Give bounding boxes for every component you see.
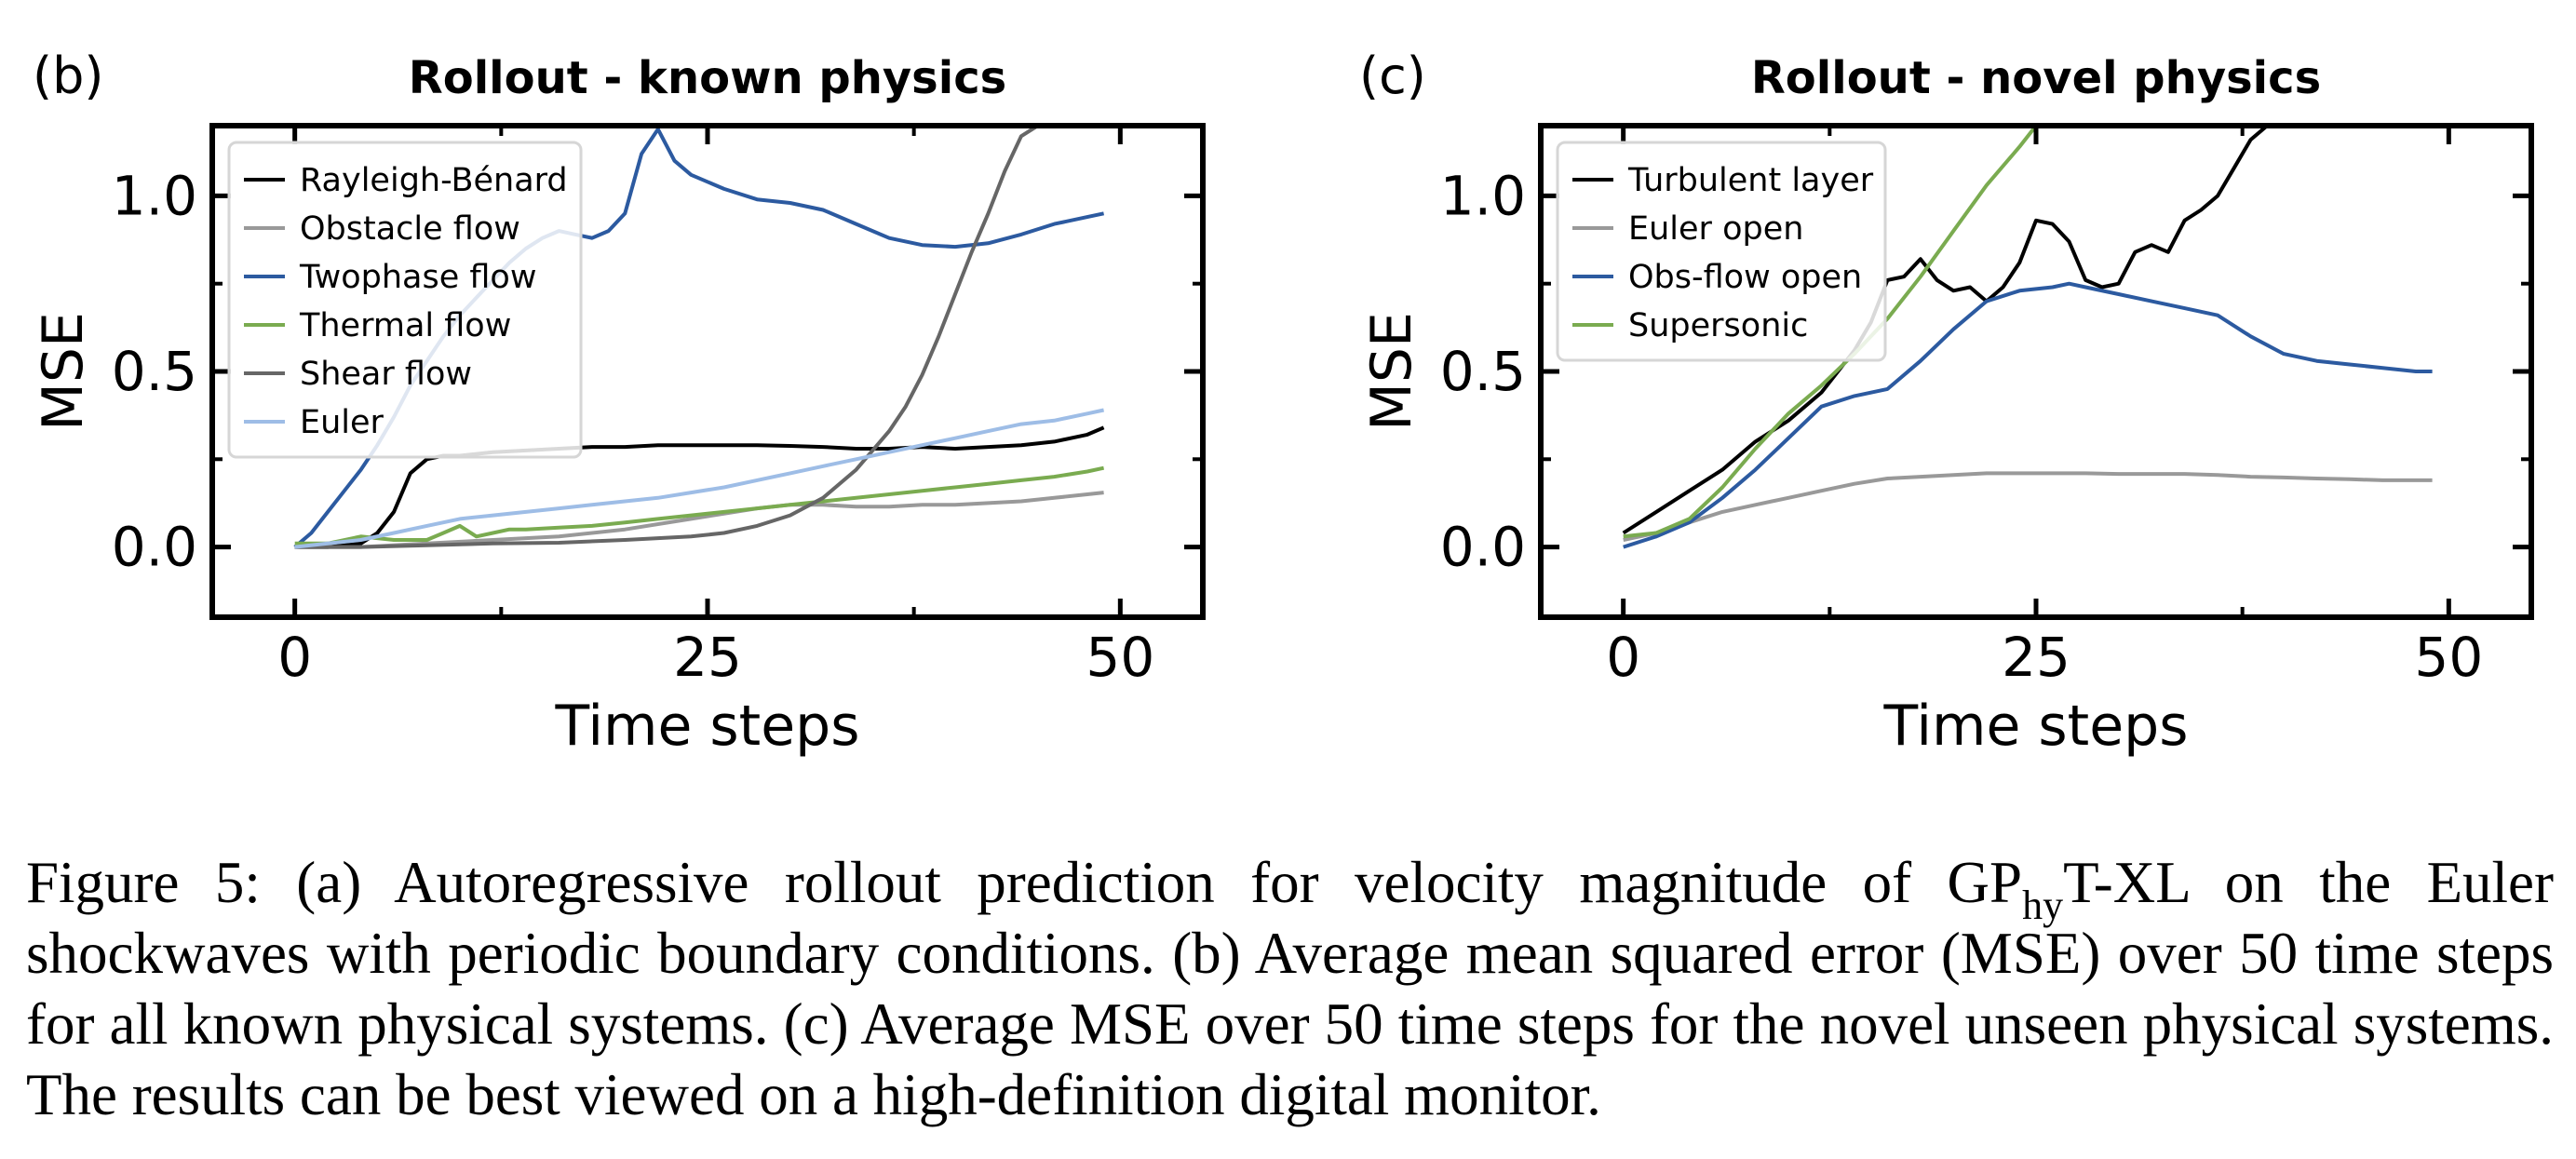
x-tick-label: 50 bbox=[2414, 626, 2483, 689]
legend-label: Rayleigh-Bénard bbox=[300, 162, 568, 199]
legend-box bbox=[227, 141, 583, 459]
legend-label: Twophase flow bbox=[299, 259, 536, 296]
series-line-4 bbox=[1623, 126, 2038, 539]
legend-label: Obstacle flow bbox=[300, 210, 520, 248]
series-line-4 bbox=[294, 465, 1105, 546]
y-tick-label: 1.0 bbox=[112, 164, 197, 227]
figure-caption: Figure 5: (a) Autoregressive rollout pre… bbox=[26, 847, 2554, 1130]
legend-label: Supersonic bbox=[1628, 307, 1808, 344]
series-line-6 bbox=[294, 408, 1105, 549]
y-tick-label: 1.0 bbox=[1440, 164, 1526, 227]
chart-title: Rollout - novel physics bbox=[1751, 52, 2321, 104]
series-line-1 bbox=[1622, 126, 2269, 535]
x-axis-label: Time steps bbox=[555, 694, 860, 759]
legend-label: Obs-flow open bbox=[1628, 259, 1862, 296]
x-tick-label: 0 bbox=[1606, 626, 1640, 689]
y-tick-label: 0.0 bbox=[1440, 516, 1526, 579]
legend-label: Shear flow bbox=[300, 356, 472, 393]
series-line-1 bbox=[294, 425, 1105, 549]
legend-label: Euler bbox=[300, 404, 384, 441]
legend-label: Turbulent layer bbox=[1627, 162, 1874, 199]
series-line-2 bbox=[1623, 471, 2433, 542]
y-tick-label: 0.0 bbox=[112, 516, 197, 579]
series-line-2 bbox=[294, 491, 1104, 549]
legend-label: Euler open bbox=[1628, 210, 1803, 248]
x-tick-label: 25 bbox=[673, 626, 742, 689]
y-tick-label: 0.5 bbox=[1440, 340, 1526, 403]
y-tick-label: 0.5 bbox=[112, 340, 197, 403]
chart-panel-1: 0 25 50 0.0 0.5 1.0 Rollout - known physics (b)… bbox=[31, 47, 1206, 759]
series-line-5 bbox=[294, 126, 1039, 549]
caption-subscript: hy bbox=[2022, 882, 2064, 928]
x-axis-label: Time steps bbox=[1883, 694, 2189, 759]
panel-label: (b) bbox=[33, 47, 103, 105]
chart-panel-2: 0 25 50 0.0 0.5 1.0 Rollout - novel physics (c)… bbox=[1359, 47, 2534, 759]
series-line-3 bbox=[1623, 281, 2433, 549]
legend-label: Thermal flow bbox=[299, 307, 511, 344]
legend: Rayleigh-Bénard Obstacle flow Twophase flo… bbox=[227, 141, 583, 459]
caption-prefix: Figure 5: (a) Autoregressive rollout pre… bbox=[26, 850, 2023, 915]
figure: 0 25 50 0.0 0.5 1.0 Rollout - known physics (b)… bbox=[31, 47, 2534, 759]
x-tick-label: 25 bbox=[2002, 626, 2070, 689]
chart-title: Rollout - known physics bbox=[409, 52, 1006, 104]
y-axis-label: MSE bbox=[1359, 312, 1424, 431]
x-tick-label: 0 bbox=[277, 626, 312, 689]
x-tick-label: 50 bbox=[1086, 626, 1154, 689]
legend-box bbox=[1556, 141, 1887, 362]
y-axis-label: MSE bbox=[31, 312, 96, 431]
panel-label: (c) bbox=[1359, 47, 1426, 105]
series-lines bbox=[1622, 126, 2433, 549]
caption-rest: T-XL on the Euler shockwaves with period… bbox=[26, 850, 2554, 1127]
legend: Turbulent layer Euler open Obs-flow open Su… bbox=[1556, 141, 1887, 362]
